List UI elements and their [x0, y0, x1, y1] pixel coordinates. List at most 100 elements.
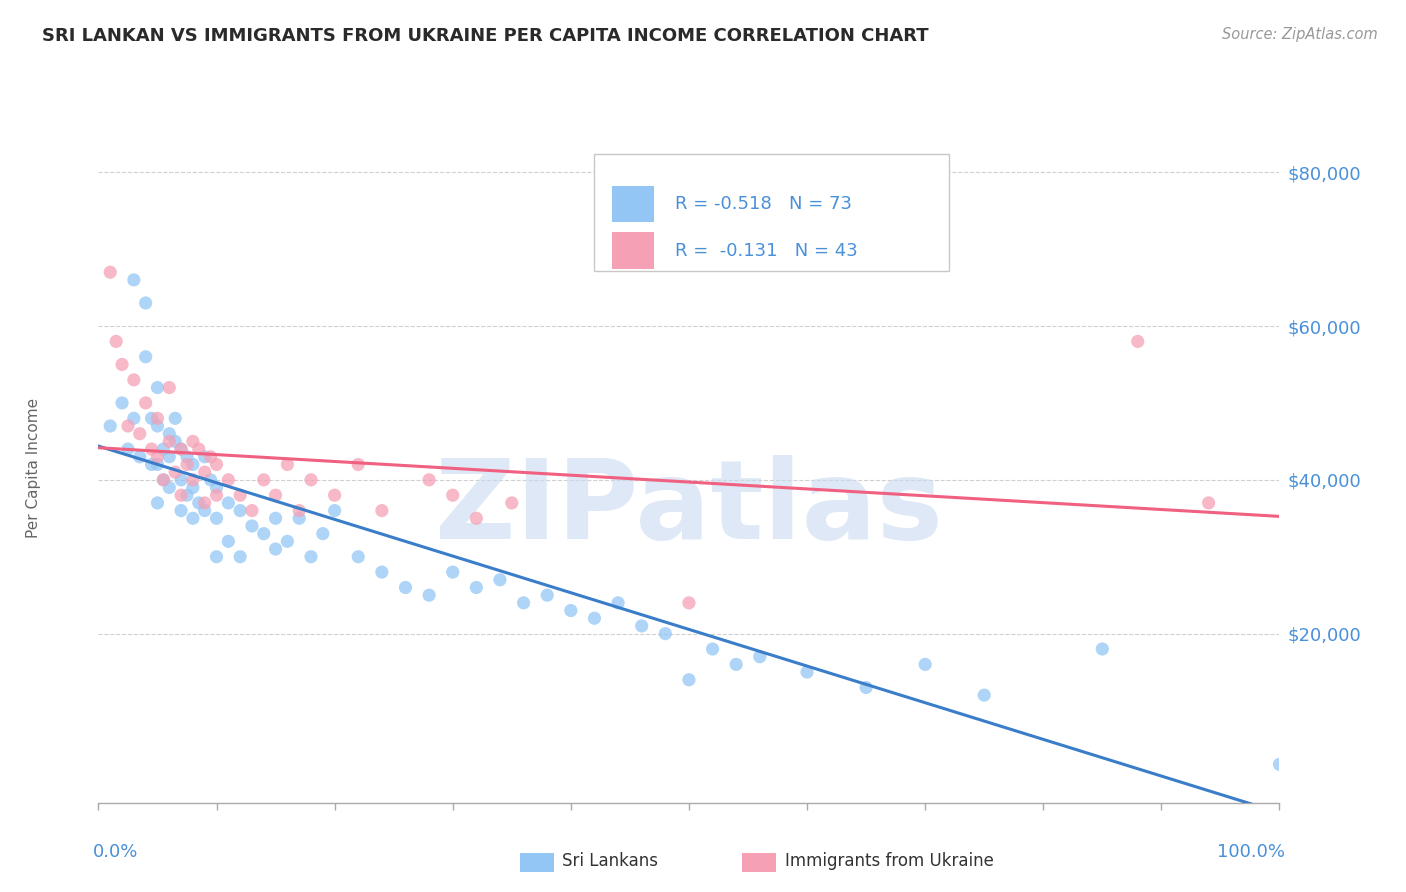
Point — [176, 458, 198, 472]
Point — [141, 411, 163, 425]
Point — [157, 380, 180, 394]
Point — [152, 473, 174, 487]
Point — [165, 434, 187, 449]
Point — [205, 458, 228, 472]
FancyBboxPatch shape — [595, 154, 949, 271]
Point — [146, 450, 169, 464]
Point — [371, 565, 394, 579]
Point — [796, 665, 818, 679]
Point — [181, 434, 204, 449]
Point — [194, 496, 217, 510]
Point — [229, 503, 252, 517]
Point — [465, 511, 488, 525]
Point — [323, 488, 346, 502]
Point — [855, 681, 877, 695]
Point — [98, 419, 121, 434]
Point — [630, 619, 652, 633]
Point — [418, 588, 440, 602]
Point — [299, 473, 322, 487]
Point — [194, 450, 217, 464]
Point — [187, 442, 209, 456]
Point — [176, 450, 198, 464]
Point — [135, 396, 157, 410]
Point — [1268, 757, 1291, 772]
Text: R =  -0.131   N = 43: R = -0.131 N = 43 — [675, 242, 858, 260]
Point — [441, 488, 464, 502]
Point — [170, 473, 193, 487]
Point — [117, 419, 139, 434]
Point — [536, 588, 558, 602]
Point — [122, 273, 145, 287]
Text: Source: ZipAtlas.com: Source: ZipAtlas.com — [1222, 27, 1378, 42]
Point — [205, 481, 228, 495]
Text: ZIPatlas: ZIPatlas — [434, 455, 943, 562]
Point — [512, 596, 534, 610]
Point — [1126, 334, 1149, 349]
Point — [702, 642, 724, 657]
Point — [146, 380, 169, 394]
Point — [1198, 496, 1220, 510]
Point — [141, 458, 163, 472]
Point — [678, 673, 700, 687]
Point — [276, 458, 298, 472]
Point — [489, 573, 512, 587]
Point — [187, 496, 209, 510]
Point — [240, 519, 263, 533]
Point — [1091, 642, 1114, 657]
Point — [371, 503, 394, 517]
Point — [111, 396, 134, 410]
Text: Sri Lankans: Sri Lankans — [562, 852, 658, 870]
Point — [135, 296, 157, 310]
Point — [441, 565, 464, 579]
Point — [217, 534, 239, 549]
Point — [217, 473, 239, 487]
Point — [229, 549, 252, 564]
Point — [264, 488, 287, 502]
Point — [170, 442, 193, 456]
Point — [678, 596, 700, 610]
Point — [288, 503, 311, 517]
Point — [181, 511, 204, 525]
FancyBboxPatch shape — [612, 233, 654, 269]
Point — [165, 411, 187, 425]
Point — [299, 549, 322, 564]
Point — [583, 611, 606, 625]
Point — [229, 488, 252, 502]
Point — [128, 426, 150, 441]
Point — [181, 473, 204, 487]
Point — [146, 458, 169, 472]
Point — [152, 442, 174, 456]
Point — [200, 450, 222, 464]
Point — [170, 442, 193, 456]
Point — [654, 626, 676, 640]
Point — [323, 503, 346, 517]
Point — [194, 503, 217, 517]
Point — [501, 496, 523, 510]
Point — [973, 688, 995, 702]
Point — [194, 465, 217, 479]
Point — [170, 503, 193, 517]
Point — [205, 511, 228, 525]
Point — [135, 350, 157, 364]
Point — [181, 458, 204, 472]
Point — [288, 511, 311, 525]
Point — [176, 488, 198, 502]
Point — [418, 473, 440, 487]
Point — [122, 411, 145, 425]
Point — [276, 534, 298, 549]
Point — [111, 358, 134, 372]
Point — [394, 581, 416, 595]
Text: 0.0%: 0.0% — [93, 843, 138, 861]
Point — [98, 265, 121, 279]
Point — [165, 465, 187, 479]
FancyBboxPatch shape — [612, 186, 654, 222]
Point — [347, 549, 370, 564]
Point — [347, 458, 370, 472]
Text: SRI LANKAN VS IMMIGRANTS FROM UKRAINE PER CAPITA INCOME CORRELATION CHART: SRI LANKAN VS IMMIGRANTS FROM UKRAINE PE… — [42, 27, 929, 45]
Point — [312, 526, 335, 541]
Point — [170, 488, 193, 502]
Point — [264, 511, 287, 525]
Point — [748, 649, 770, 664]
Point — [465, 581, 488, 595]
Text: Immigrants from Ukraine: Immigrants from Ukraine — [785, 852, 994, 870]
